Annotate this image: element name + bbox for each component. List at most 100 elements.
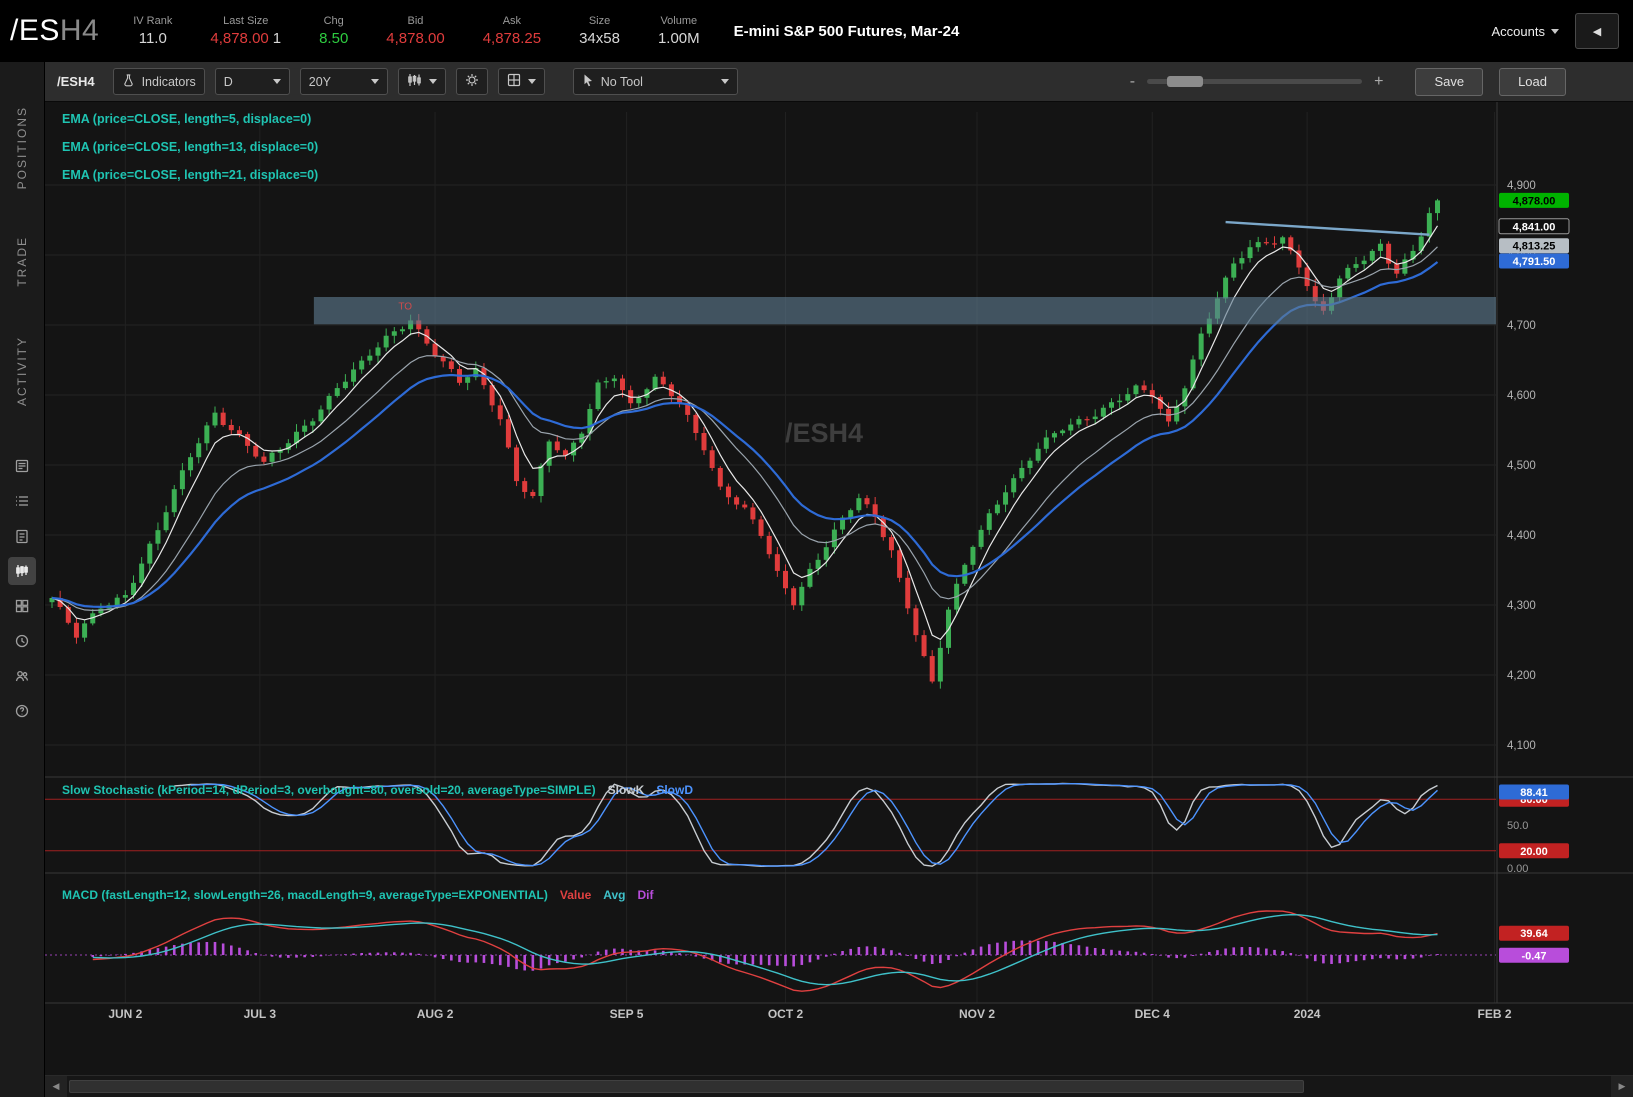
chevron-down-icon	[720, 79, 729, 84]
scroll-left-button[interactable]: ◀	[45, 1075, 67, 1097]
macd-legend[interactable]: MACD (fastLength=12, slowLength=26, macd…	[62, 888, 654, 902]
field-chg: Chg 8.50	[319, 15, 349, 47]
svg-text:FEB 2: FEB 2	[1478, 1007, 1512, 1021]
chart-watermark: /ESH4	[785, 418, 863, 448]
slowd-line	[190, 783, 1438, 867]
chart-settings-button[interactable]	[455, 68, 488, 95]
svg-text:JUL 3: JUL 3	[244, 1007, 277, 1021]
svg-text:4,500: 4,500	[1507, 460, 1536, 472]
chart-type-dropdown[interactable]	[397, 68, 446, 95]
accounts-dropdown[interactable]: Accounts	[1492, 24, 1559, 39]
field-bid: Bid 4,878.00	[386, 15, 445, 47]
sidebar-tab-trade[interactable]: TRADE	[15, 235, 29, 287]
svg-text:-0.47: -0.47	[1521, 950, 1546, 962]
ema-5-line	[51, 225, 1439, 641]
horizontal-scrollbar[interactable]: ◀ ▶	[45, 1075, 1633, 1097]
range-dropdown[interactable]: 20Y	[299, 68, 388, 95]
svg-text:4,700: 4,700	[1507, 320, 1536, 332]
drawing-tool-dropdown[interactable]: No Tool	[572, 68, 738, 95]
svg-text:4,600: 4,600	[1507, 390, 1536, 402]
grid-icon[interactable]	[8, 592, 36, 620]
ema-21-line	[51, 261, 1439, 609]
indicators-button[interactable]: Indicators	[112, 68, 205, 95]
svg-text:OCT 2: OCT 2	[768, 1007, 804, 1021]
chart-area: /ESH4TO4,9004,8004,7004,6004,5004,4004,3…	[45, 102, 1633, 1075]
chevron-down-icon	[527, 79, 536, 84]
svg-text:2024: 2024	[1294, 1007, 1321, 1021]
field-iv-rank: IV Rank 11.0	[133, 15, 173, 47]
axis-bubble	[1499, 238, 1569, 254]
chart-grid-dropdown[interactable]	[497, 68, 545, 95]
contract-description: E-mini S&P 500 Futures, Mar-24	[733, 22, 960, 40]
field-ask: Ask 4,878.25	[482, 15, 542, 47]
axis-layer: 4,9004,8004,7004,6004,5004,4004,3004,200…	[45, 102, 1633, 1004]
grid-layer	[45, 112, 1496, 1003]
news-icon[interactable]	[8, 452, 36, 480]
save-button[interactable]: Save	[1415, 67, 1484, 96]
axis-bubble	[1498, 218, 1570, 235]
svg-text:4,200: 4,200	[1507, 670, 1536, 682]
list-icon[interactable]	[8, 487, 36, 515]
scroll-right-button[interactable]: ▶	[1611, 1075, 1633, 1097]
aggregation-dropdown[interactable]: D	[214, 68, 290, 95]
flask-icon	[122, 73, 135, 90]
load-button[interactable]: Load	[1499, 67, 1566, 96]
macd-avg-line	[92, 913, 1438, 986]
chart-icon[interactable]	[8, 557, 36, 585]
axis-bubble	[1499, 784, 1569, 800]
sidebar-tab-positions[interactable]: POSITIONS	[15, 106, 29, 190]
svg-text:AUG 2: AUG 2	[417, 1007, 454, 1021]
zoom-slider-thumb[interactable]	[1167, 76, 1204, 87]
chevron-left-icon: ◀	[1592, 25, 1602, 38]
collapse-panel-button[interactable]: ◀	[1575, 13, 1619, 49]
field-volume: Volume 1.00M	[657, 15, 700, 47]
chevron-down-icon	[1551, 28, 1559, 34]
gear-icon	[465, 73, 479, 90]
resistance-zone[interactable]	[313, 297, 1496, 325]
time-axis-layer: JUN 2 JUL 3 AUG 2 SEP 5 OCT 2 NOV 2 DEC 4 2024 F…	[108, 1007, 1512, 1021]
ema-layer	[51, 225, 1439, 641]
ema5-legend[interactable]: EMA (price=CLOSE, length=5, displace=0)	[62, 112, 312, 126]
chevron-down-icon	[272, 79, 281, 84]
community-icon[interactable]	[8, 662, 36, 690]
slowd-label: SlowD	[656, 783, 693, 797]
zoom-slider[interactable]	[1147, 76, 1363, 87]
trendline[interactable]	[1225, 220, 1430, 236]
svg-text:88.41: 88.41	[1520, 787, 1548, 799]
zoom-out-button[interactable]: -	[1129, 72, 1136, 90]
symbol-title: /ESH4	[10, 14, 100, 47]
ema21-legend[interactable]: EMA (price=CLOSE, length=21, displace=0)	[62, 168, 319, 182]
field-last-size: Last Size 4,878.00 1	[210, 15, 282, 47]
macd-value-line	[92, 910, 1438, 992]
axis-bubble	[1499, 925, 1569, 941]
zoom-in-button[interactable]: +	[1374, 72, 1384, 90]
svg-text:50.0: 50.0	[1507, 820, 1528, 832]
chevron-down-icon	[370, 79, 379, 84]
svg-text:4,900: 4,900	[1507, 180, 1536, 192]
drawings-layer: TO	[313, 220, 1496, 325]
sidebar-tab-activity[interactable]: ACTIVITY	[15, 335, 29, 406]
chart-canvas[interactable]: /ESH4TO4,9004,8004,7004,6004,5004,4004,3…	[45, 102, 1633, 1075]
svg-text:NOV 2: NOV 2	[959, 1007, 995, 1021]
stochastic-legend[interactable]: Slow Stochastic (kPeriod=14, dPeriod=3, …	[62, 783, 693, 797]
ema13-legend[interactable]: EMA (price=CLOSE, length=13, displace=0)	[62, 140, 319, 154]
scrollbar-track[interactable]	[67, 1076, 1611, 1097]
left-sidebar: POSITIONS TRADE ACTIVITY	[0, 62, 45, 1097]
macd-value-label: Value	[559, 888, 592, 902]
order-ticket-icon[interactable]	[8, 522, 36, 550]
axis-bubble	[1499, 843, 1569, 859]
slowk-label: SlowK	[607, 783, 645, 797]
svg-text:4,300: 4,300	[1507, 600, 1536, 612]
history-icon[interactable]	[8, 627, 36, 655]
quote-fields: IV Rank 11.0 Last Size 4,878.00 1 Chg 8.50 B…	[133, 15, 699, 47]
svg-text:DEC 4: DEC 4	[1135, 1007, 1171, 1021]
watermark-layer: /ESH4	[785, 418, 863, 448]
scrollbar-thumb[interactable]	[69, 1080, 1305, 1093]
svg-text:4,841.00: 4,841.00	[1513, 221, 1556, 233]
help-icon[interactable]	[8, 697, 36, 725]
chevron-down-icon	[428, 79, 437, 84]
svg-text:4,400: 4,400	[1507, 530, 1536, 542]
svg-text:SEP 5: SEP 5	[610, 1007, 644, 1021]
field-size: Size 34x58	[579, 15, 620, 47]
